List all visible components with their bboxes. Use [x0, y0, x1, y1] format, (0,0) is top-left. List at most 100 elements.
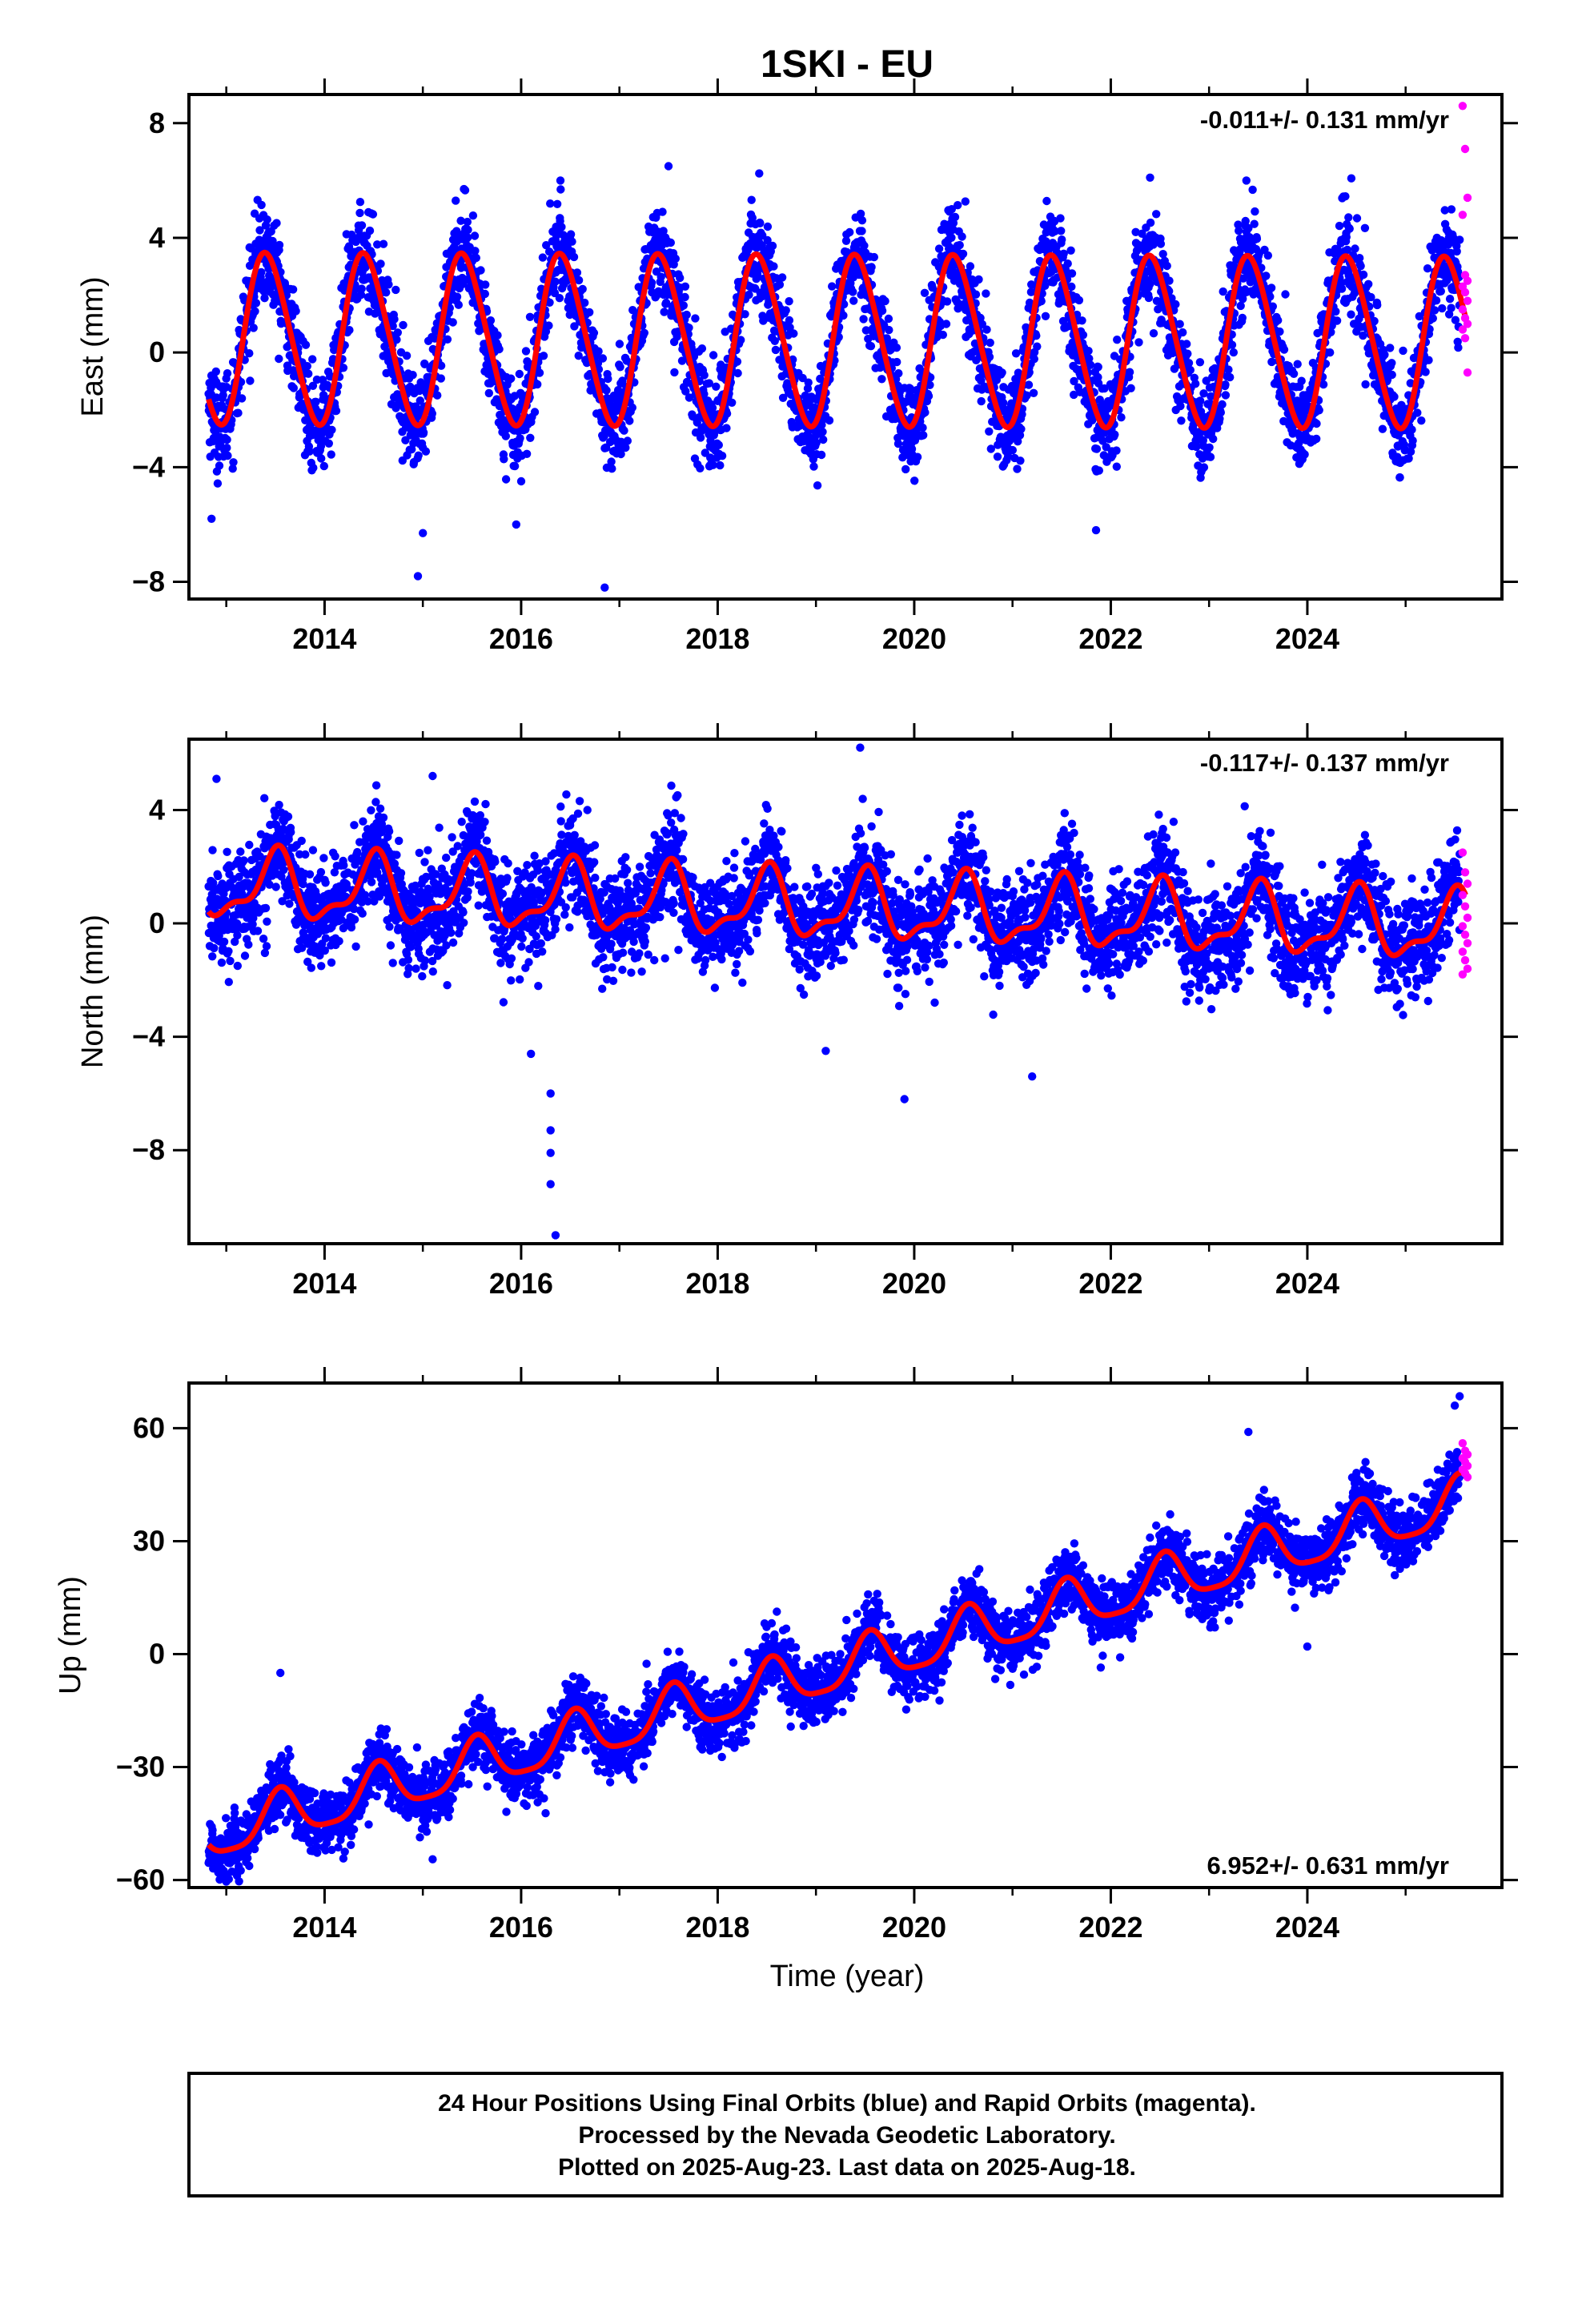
east-data-point: [1209, 434, 1218, 444]
east-data-point: [464, 233, 472, 242]
east-data-point: [228, 464, 237, 473]
east-data-point: [501, 475, 511, 484]
east-data-point: [500, 455, 508, 464]
east-data-point: [1165, 276, 1174, 285]
east-data-point: [1337, 284, 1347, 293]
east-data-point: [223, 369, 232, 378]
east-data-point: [249, 324, 258, 332]
east-data-point: [317, 454, 326, 463]
east-data-point: [289, 384, 298, 392]
north-data-point: [233, 931, 242, 940]
east-data-point: [1196, 396, 1205, 405]
east-data-point: [1182, 340, 1191, 348]
north-data-point: [226, 956, 235, 966]
east-data-point: [954, 201, 962, 210]
north-data-point: [223, 847, 231, 857]
east-data-point: [373, 240, 382, 249]
east-data-point: [1218, 400, 1227, 409]
east-data-point: [1344, 213, 1353, 222]
east-data-point: [1315, 406, 1323, 415]
north-data-point: [327, 958, 336, 967]
east-data-point: [866, 342, 876, 351]
east-data-point: [211, 367, 220, 376]
east-data-point: [785, 297, 793, 306]
north-data-point: [214, 871, 223, 881]
east-data-point: [1199, 463, 1209, 472]
east-data-point: [1428, 314, 1438, 323]
east-data-point: [1175, 320, 1184, 328]
north-data-point: [224, 947, 233, 956]
east-data-point: [625, 416, 634, 425]
east-data-point: [1326, 348, 1335, 357]
north-data-point: [260, 794, 269, 802]
east-data-point: [309, 464, 318, 472]
east-data-point: [1017, 424, 1026, 433]
east-y-tick-label: −8: [132, 565, 165, 598]
east-data-point: [986, 338, 994, 348]
east-data-point: [1447, 304, 1456, 312]
east-data-point: [578, 284, 587, 294]
east-data-point: [1033, 342, 1042, 351]
east-data-point: [1431, 296, 1441, 305]
east-x-tick-label: 2024: [1275, 622, 1339, 655]
east-data-point: [433, 391, 442, 400]
east-data-point: [977, 396, 986, 406]
east-data-point: [1058, 235, 1066, 244]
north-data-point: [217, 958, 227, 967]
east-data-point: [708, 404, 717, 412]
east-data-point: [1341, 192, 1350, 201]
east-data-point: [501, 432, 510, 440]
north-data-point: [308, 846, 318, 854]
east-data-point: [745, 290, 753, 300]
east-data-point: [1078, 316, 1086, 325]
east-data-point: [825, 416, 834, 425]
east-data-point: [1227, 340, 1237, 349]
north-data-point: [224, 978, 233, 987]
east-data-point: [251, 307, 259, 316]
east-rapid-point: [1460, 144, 1470, 154]
east-x-tick-label: 2014: [292, 622, 356, 655]
east-data-point: [331, 406, 341, 416]
east-data-point: [373, 307, 382, 316]
east-data-point: [1378, 424, 1387, 433]
east-data-point: [539, 352, 548, 360]
east-data-point: [924, 392, 934, 400]
east-data-point: [615, 340, 624, 348]
east-data-point: [1413, 408, 1422, 417]
east-data-point: [351, 284, 360, 294]
east-data-point: [885, 325, 893, 335]
east-data-point: [598, 354, 608, 363]
east-data-point: [1013, 464, 1022, 473]
east-data-point: [1059, 249, 1068, 258]
east-data-point: [1074, 296, 1084, 305]
north-data-point: [208, 952, 217, 961]
east-data-point: [1452, 247, 1461, 256]
east-data-point: [658, 207, 667, 216]
east-data-point: [1421, 368, 1430, 376]
east-x-tick-label: 2018: [685, 622, 749, 655]
east-data-point: [303, 362, 311, 371]
east-data-point: [755, 169, 764, 178]
east-data-point: [958, 249, 968, 259]
east-data-point: [1016, 456, 1025, 465]
east-data-point: [867, 263, 876, 271]
east-data-point: [768, 241, 777, 251]
east-data-point: [481, 280, 490, 289]
east-data-point: [566, 230, 576, 239]
east-rate-label: -0.011+/- 0.131 mm/yr: [1200, 106, 1449, 134]
east-data-point: [1235, 227, 1243, 235]
east-data-point: [327, 425, 336, 434]
east-outlier-point: [413, 572, 423, 581]
east-data-point: [938, 330, 948, 340]
east-data-point: [382, 368, 391, 378]
east-data-point: [1067, 269, 1077, 278]
east-data-point: [728, 398, 737, 407]
east-data-point: [484, 388, 493, 398]
east-data-point: [1347, 174, 1356, 183]
east-data-point: [275, 354, 283, 364]
east-data-point: [476, 266, 485, 275]
east-data-point: [1216, 408, 1226, 417]
east-data-point: [355, 208, 364, 218]
east-data-point: [535, 368, 544, 377]
